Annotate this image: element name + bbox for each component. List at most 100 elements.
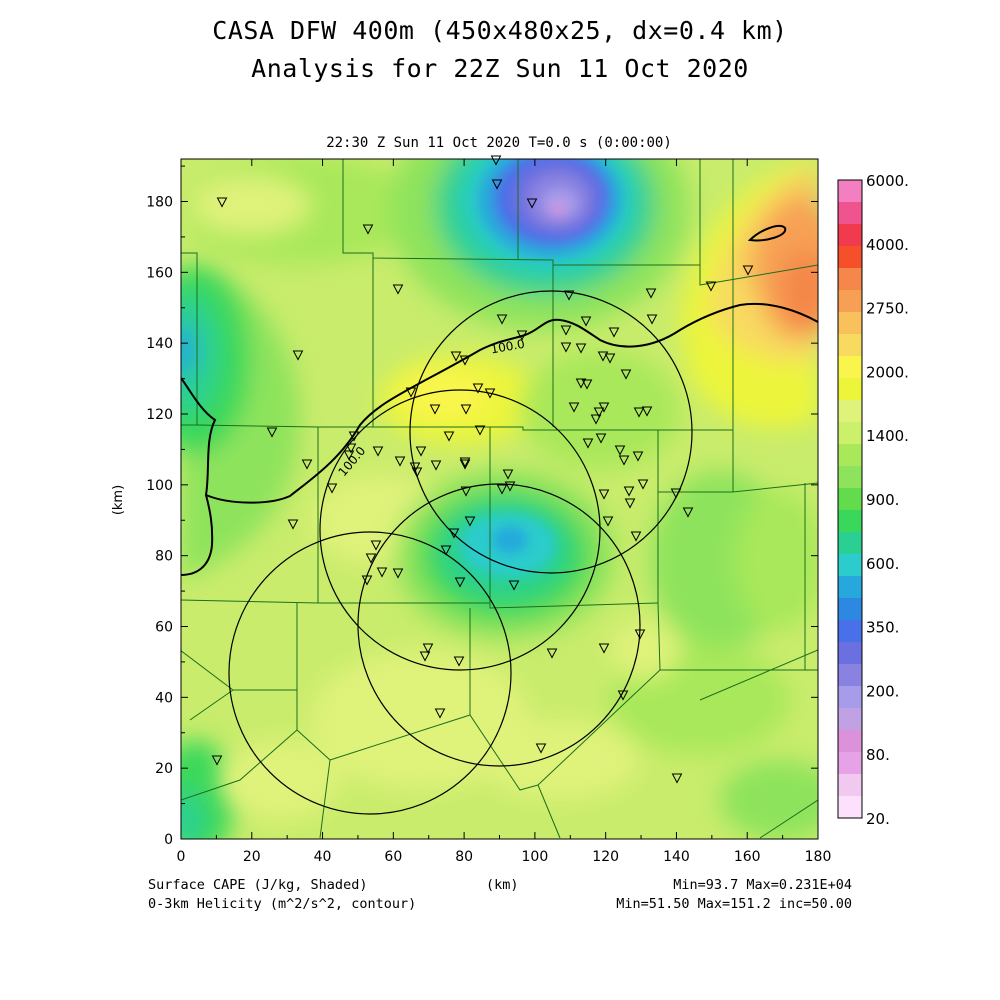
station-marker [580,316,592,327]
x-tick-label: 0 [177,849,186,865]
colorbar-label: 350. [866,619,899,637]
x-axis: 0 20 40 60 80 100 120 140 160 180 [177,159,832,865]
station-marker [617,690,629,701]
colorbar-label: 2000. [866,363,909,381]
station-marker [590,414,602,425]
x-tick-label: 20 [243,849,261,865]
colorbar-label: 200. [866,682,899,700]
colorbar-segment [838,202,862,225]
colorbar-segment [838,532,862,555]
colorbar-segment [838,730,862,753]
station-marker [392,284,404,295]
colorbar-label: 4000. [866,236,909,254]
colorbar-segment [838,598,862,621]
colorbar: 6000. 4000. 2750. 2000. 1400. 900. 600. 350. 200… [837,172,909,828]
station-marker [343,450,355,461]
station-marker [292,350,304,361]
station-marker [563,290,575,301]
station-marker [504,481,516,492]
station-marker [608,327,620,338]
station-marker [641,406,653,417]
colorbar-segment [838,708,862,731]
station-marker [459,355,471,366]
plot-subtitle: 22:30 Z Sun 11 Oct 2020 T=0.0 s (0:00:00… [326,135,672,151]
colorbar-segment [838,400,862,423]
station-marker [453,656,465,667]
station-marker [345,443,357,454]
colorbar-segment [838,312,862,335]
station-marker [411,467,423,478]
station-marker [450,351,462,362]
station-marker [460,404,472,415]
colorbar-segment [838,334,862,357]
x-tick-label: 180 [805,849,832,865]
y-tick-label: 140 [146,336,173,352]
station-marker [637,479,649,490]
y-tick-label: 80 [155,549,173,565]
station-marker [620,369,632,380]
station-marker [362,224,374,235]
station-marker [502,469,514,480]
station-marker [490,155,502,166]
colorbar-segment [838,664,862,687]
station-marker [526,198,538,209]
colorbar-segment [838,224,862,247]
y-axis-label: (km) [111,485,126,515]
station-marker [633,407,645,418]
station-marker [742,265,754,276]
station-marker [376,567,388,578]
station-marker [602,516,614,527]
station-marker [597,351,609,362]
station-marker [546,648,558,659]
station-marker [630,531,642,542]
station-marker [326,483,338,494]
station-marker [459,457,471,468]
station-marker [582,438,594,449]
station-marker [430,460,442,471]
station-marker [593,407,605,418]
radar-range-rings [228,290,693,815]
cape-shaded-field [181,159,818,839]
station-marker [434,708,446,719]
station-marker [448,528,460,539]
y-tick-label: 180 [146,195,173,211]
y-tick-label: 20 [155,761,173,777]
colorbar-segment [838,290,862,313]
x-tick-label: 120 [592,849,619,865]
station-marker [496,484,508,495]
station-marker [415,446,427,457]
colorbar-segment [838,576,862,599]
station-marker [419,651,431,662]
station-marker [560,325,572,336]
colorbar-segment [838,246,862,269]
station-marker [392,568,404,579]
station-marker [459,459,471,470]
station-marker [287,519,299,530]
station-marker [266,427,278,438]
y-tick-label: 40 [155,690,173,706]
station-marker [604,353,616,364]
colorbar-label: 600. [866,555,899,573]
helicity-contours [181,224,818,576]
station-marker [464,516,476,527]
colorbar-segment [838,510,862,533]
station-marker [394,456,406,467]
colorbar-segment [838,642,862,665]
station-marker [682,507,694,518]
station-marker [516,330,528,341]
station-marker [598,489,610,500]
colorbar-segment [838,378,862,401]
colorbar-segment [838,752,862,775]
station-marker [670,488,682,499]
station-marker [598,402,610,413]
title-line-1: CASA DFW 400m (450x480x25, dx=0.4 km) [212,16,788,45]
station-marker [646,314,658,325]
station-marker [365,553,377,564]
colorbar-label: 900. [866,491,899,509]
station-marker [429,404,441,415]
station-marker [440,545,452,556]
contour-stats: Min=51.50 Max=151.2 inc=50.00 [616,896,852,912]
station-marker [705,281,717,292]
station-marker [618,455,630,466]
